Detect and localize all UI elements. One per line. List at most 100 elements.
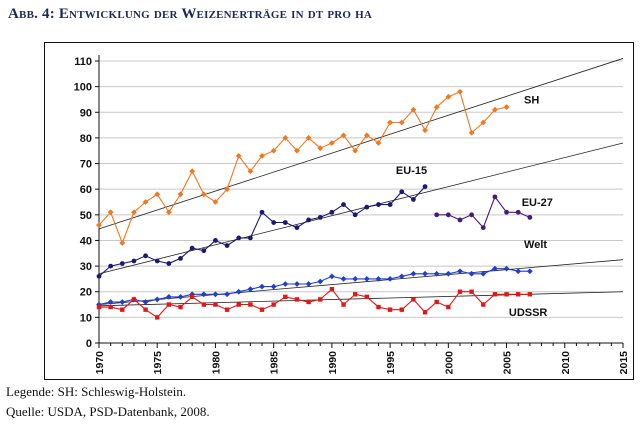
point-udssr-1983 [248,302,253,307]
point-welt-1992 [352,276,359,282]
point-sh-1994 [375,140,382,146]
point-sh-1976 [165,209,172,216]
xtick-label-2010: 2010 [560,351,572,375]
point-sh-1987 [294,147,300,154]
series-label-udssr: UDSSR [509,307,548,319]
point-welt-1996 [398,273,405,280]
point-eu-15-1981 [224,243,230,248]
point-sh-1988 [305,135,312,141]
point-welt-1993 [363,276,370,282]
point-welt-1980 [212,291,219,298]
point-udssr-2001 [457,289,463,294]
point-eu-27-2006 [515,209,521,215]
point-welt-1994 [375,276,382,282]
point-welt-1987 [294,281,300,287]
point-sh-1985 [270,147,277,154]
point-udssr-1996 [399,307,404,312]
ytick-label-10: 10 [80,312,92,324]
point-eu-15-1994 [376,202,381,207]
point-welt-1997 [410,270,417,277]
point-welt-1975 [154,296,161,303]
point-eu-15-1995 [387,202,393,207]
series-line-sh [98,91,507,245]
xtick-label-1995: 1995 [385,351,397,375]
ytick-label-70: 70 [80,159,92,171]
ytick-label-110: 110 [74,56,92,68]
point-sh-1983 [247,168,254,175]
point-udssr-1982 [236,302,241,307]
point-sh-1970 [96,222,102,228]
xtick-label-2000: 2000 [443,351,455,375]
point-sh-1977 [177,191,184,198]
point-eu-27-2005 [504,209,509,215]
ytick-label-40: 40 [80,235,92,247]
point-eu-15-1972 [119,261,125,266]
point-welt-1986 [282,281,289,287]
point-eu-27-2001 [457,217,463,223]
point-udssr-1988 [306,299,311,305]
point-eu-15-1985 [271,220,277,225]
point-udssr-1985 [271,302,276,307]
point-eu-15-1974 [143,253,148,259]
figure-title: Abb. 4: Entwicklung der Weizenerträge in… [8,6,373,22]
point-eu-15-1979 [201,248,207,254]
point-eu-15-1970 [96,273,102,279]
point-welt-2002 [468,270,475,277]
point-sh-1979 [200,191,207,198]
point-welt-1976 [165,293,172,300]
point-udssr-2007 [527,292,533,297]
point-eu-15-1984 [259,209,265,215]
ytick-label-60: 60 [80,184,92,196]
ytick-label-90: 90 [80,107,92,119]
point-sh-1973 [131,209,137,216]
point-sh-1986 [282,135,289,141]
ytick-label-50: 50 [80,210,92,222]
point-eu-15-1989 [317,214,323,220]
ytick-label-80: 80 [80,133,92,145]
point-sh-1996 [398,119,405,126]
point-eu-15-1993 [364,204,370,210]
xtick-label-2005: 2005 [502,351,514,375]
point-welt-2007 [526,268,533,275]
chart-frame: 0 10 20 30 40 50 60 70 80 90 100 110 1970 1975 1980 198… [44,42,634,380]
point-sh-1971 [107,209,114,216]
point-udssr-1992 [352,292,358,297]
point-sh-1998 [422,127,428,134]
point-udssr-1981 [224,307,230,312]
point-welt-2000 [445,270,452,277]
point-udssr-1999 [434,299,439,305]
trendline-eu-15 [98,142,624,275]
point-eu-27-2004 [492,194,498,200]
point-welt-1999 [433,270,440,277]
point-udssr-1980 [213,302,218,307]
point-welt-2001 [457,268,463,275]
point-sh-2001 [457,88,463,95]
point-sh-2005 [503,104,510,111]
legend-note: Legende: SH: Schleswig-Holstein. [6,384,187,399]
point-welt-2005 [503,265,510,272]
ytick-label-30: 30 [80,261,92,273]
point-udssr-1989 [318,297,323,302]
point-udssr-2005 [504,292,509,297]
point-welt-1974 [142,299,149,305]
point-eu-15-1978 [189,245,195,251]
point-sh-1975 [154,191,161,198]
point-welt-1977 [177,293,184,300]
point-eu-15-1976 [166,261,172,266]
point-welt-1979 [200,291,207,298]
point-sh-1989 [317,145,324,152]
point-eu-15-1987 [294,225,300,231]
point-welt-1978 [189,291,196,298]
point-sh-2003 [480,119,487,126]
source-note: Quelle: USDA, PSD-Datenbank, 2008. [6,404,210,419]
point-welt-1971 [107,299,114,305]
point-eu-27-2003 [480,225,486,231]
point-eu-15-1996 [399,189,405,195]
xtick-label-1980: 1980 [210,351,222,375]
point-sh-1974 [142,199,149,205]
point-udssr-2003 [481,302,486,307]
trendline-udssr [98,291,624,307]
xtick-label-1985: 1985 [269,351,281,375]
point-eu-15-1980 [213,238,218,243]
point-welt-1981 [224,291,230,298]
